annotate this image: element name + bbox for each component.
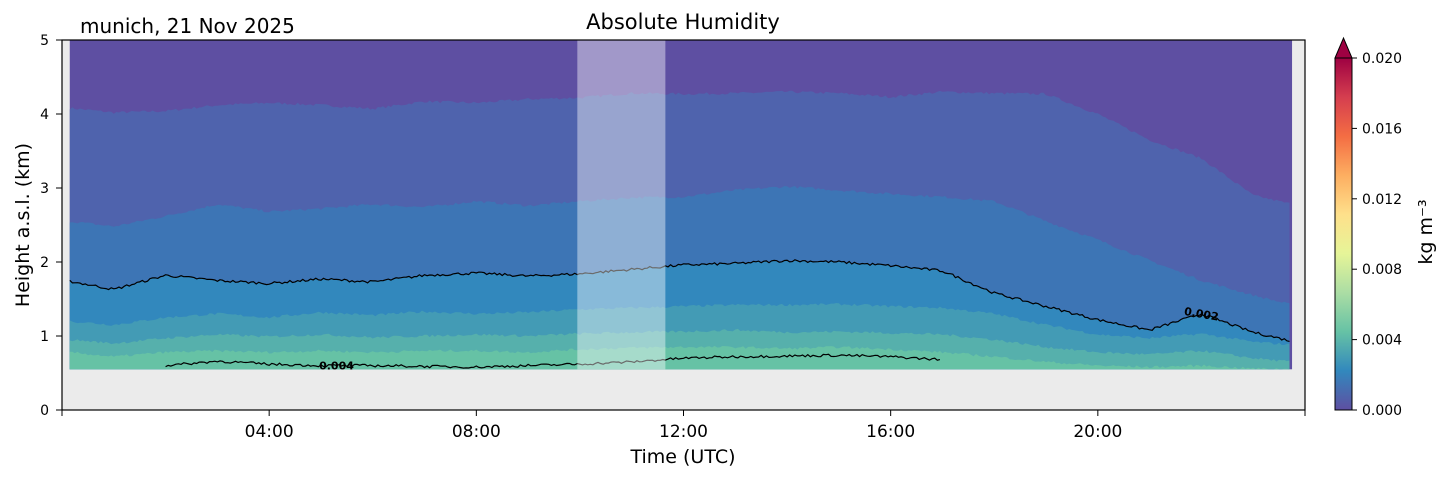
- colorbar-tick-label: 0.020: [1362, 51, 1402, 67]
- colorbar-gradient: [1334, 57, 1353, 411]
- y-tick-label: 4: [40, 107, 49, 123]
- location-date-label: munich, 21 Nov 2025: [80, 14, 295, 38]
- y-tick-label: 1: [40, 329, 49, 345]
- y-tick-label: 2: [40, 255, 49, 271]
- missing-data-shade: [577, 40, 666, 370]
- chart-title: Absolute Humidity: [586, 10, 780, 34]
- colorbar-label: kg m⁻³: [1415, 199, 1437, 264]
- x-axis: 04:00 08:00 12:00 16:00 20:00: [61, 410, 1306, 442]
- colorbar: 0.000 0.004 0.008 0.012 0.016 0.020: [1334, 36, 1402, 419]
- y-tick-label: 3: [40, 181, 49, 197]
- y-tick-label: 5: [40, 33, 49, 49]
- x-tick-label: 12:00: [659, 422, 708, 442]
- contour-line: [69, 259, 1290, 342]
- x-tick-label: 20:00: [1073, 422, 1122, 442]
- humidity-band: [69, 345, 1290, 370]
- colorbar-extend-arrow: [1334, 36, 1353, 59]
- contour-line: [165, 353, 941, 369]
- x-tick-label: 04:00: [245, 422, 294, 442]
- x-tick-label: 16:00: [866, 422, 915, 442]
- colorbar-tick-label: 0.004: [1362, 333, 1402, 349]
- contour-label: 0.004: [319, 360, 354, 373]
- y-axis-label: Height a.s.l. (km): [12, 143, 34, 307]
- x-tick-label: 08:00: [452, 422, 501, 442]
- colorbar-tick-label: 0.008: [1362, 262, 1402, 278]
- colorbar-tick-label: 0.016: [1362, 121, 1402, 137]
- contour-label: 0.002: [1183, 305, 1220, 324]
- plot-area: 0.002 0.004: [62, 40, 1305, 410]
- colorbar-tick-label: 0.012: [1362, 192, 1402, 208]
- y-tick-label: 0: [40, 403, 49, 419]
- x-axis-label: Time (UTC): [629, 446, 735, 468]
- y-axis: 0 1 2 3 4 5: [40, 33, 62, 419]
- colorbar-tick-label: 0.000: [1362, 403, 1402, 419]
